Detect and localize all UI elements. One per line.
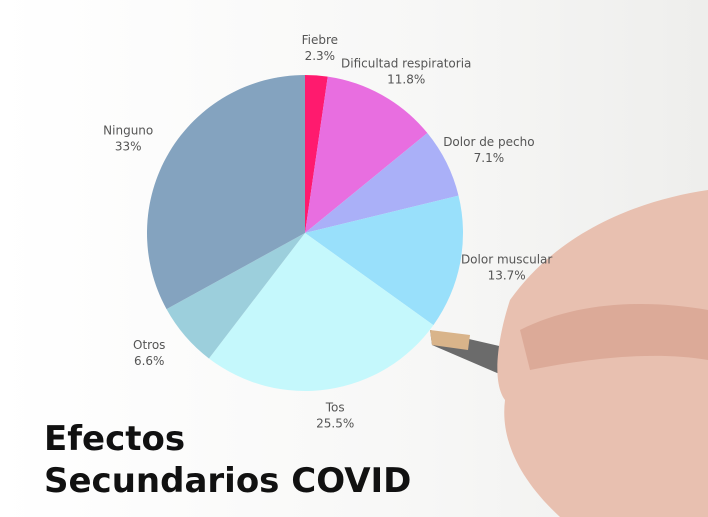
slice-label: Dificultad respiratoria bbox=[341, 57, 471, 71]
slice-value-label: 33% bbox=[115, 139, 142, 153]
slice-value-label: 7.1% bbox=[474, 151, 505, 165]
slice-value-label: 25.5% bbox=[316, 416, 354, 430]
chart-title: Efectos Secundarios COVID bbox=[44, 419, 412, 501]
pie-slice bbox=[146, 75, 305, 310]
hand-decoration bbox=[430, 190, 708, 517]
pie-slice bbox=[305, 75, 328, 233]
slice-value-label: 2.3% bbox=[305, 49, 336, 63]
slice-label: Otros bbox=[133, 338, 165, 352]
pie-slice bbox=[305, 195, 463, 326]
slice-value-label: 6.6% bbox=[134, 354, 165, 368]
slice-value-label: 11.8% bbox=[387, 73, 425, 87]
pie-slice bbox=[305, 133, 459, 233]
pie-slice bbox=[305, 76, 428, 233]
slice-label: Dolor de pecho bbox=[443, 135, 534, 149]
slice-label: Tos bbox=[325, 400, 345, 414]
slice-label: Fiebre bbox=[302, 33, 338, 47]
pie-slice bbox=[166, 233, 305, 359]
slice-label: Ninguno bbox=[103, 123, 153, 137]
slice-label: Dolor muscular bbox=[461, 253, 552, 267]
slice-value-label: 13.7% bbox=[488, 269, 526, 283]
pie-slice bbox=[208, 233, 434, 391]
